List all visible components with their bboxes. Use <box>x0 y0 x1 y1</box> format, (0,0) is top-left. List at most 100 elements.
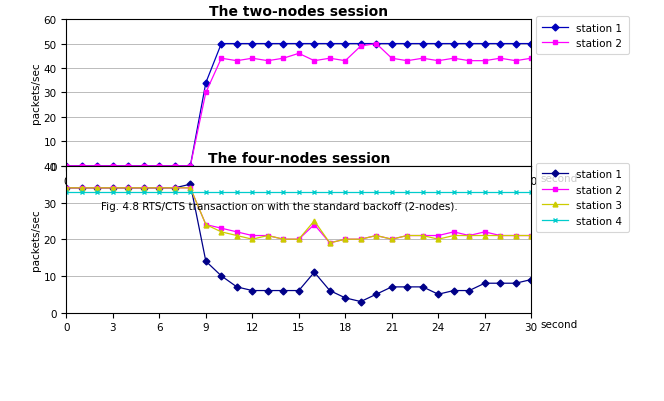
station 3 <box>264 233 272 238</box>
station 4 <box>341 190 349 194</box>
station 2 <box>124 186 132 191</box>
station 1 <box>512 281 520 286</box>
station 2 <box>341 59 349 64</box>
station 4 <box>434 190 442 194</box>
station 2 <box>465 59 473 64</box>
station 1 <box>527 277 535 282</box>
station 3 <box>62 186 70 191</box>
station 3 <box>450 233 457 238</box>
station 1 <box>217 274 225 279</box>
station 2 <box>481 59 489 64</box>
station 1 <box>403 42 411 47</box>
station 1 <box>187 164 195 169</box>
station 1 <box>78 164 86 169</box>
station 2 <box>496 57 504 61</box>
station 1 <box>187 182 195 187</box>
station 4 <box>264 190 272 194</box>
station 2 <box>140 186 148 191</box>
station 2 <box>295 52 303 57</box>
station 3 <box>341 237 349 242</box>
station 2 <box>140 164 148 169</box>
station 1 <box>94 164 102 169</box>
station 3 <box>202 223 210 227</box>
Text: second: second <box>540 320 578 330</box>
station 2 <box>280 57 288 61</box>
station 2 <box>62 164 70 169</box>
station 2 <box>326 57 334 61</box>
station 1 <box>233 285 241 290</box>
station 4 <box>373 190 380 194</box>
station 1 <box>326 288 334 293</box>
station 1 <box>140 164 148 169</box>
Line: station 4: station 4 <box>64 190 534 194</box>
station 4 <box>357 190 365 194</box>
station 1 <box>94 186 102 191</box>
station 3 <box>295 237 303 242</box>
station 4 <box>388 190 396 194</box>
station 1 <box>124 186 132 191</box>
station 4 <box>187 190 195 194</box>
station 2 <box>326 241 334 246</box>
station 1 <box>264 288 272 293</box>
station 1 <box>295 288 303 293</box>
station 3 <box>310 219 318 224</box>
station 1 <box>450 288 457 293</box>
station 3 <box>326 241 334 246</box>
station 3 <box>496 233 504 238</box>
station 2 <box>280 237 288 242</box>
Y-axis label: packets/sec: packets/sec <box>31 209 41 270</box>
station 4 <box>465 190 473 194</box>
station 1 <box>217 42 225 47</box>
station 1 <box>373 42 380 47</box>
station 1 <box>155 186 163 191</box>
station 3 <box>78 186 86 191</box>
Text: Fig. 4.8 RTS/CTS transaction on with the standard backoff (2-nodes).: Fig. 4.8 RTS/CTS transaction on with the… <box>100 202 457 211</box>
station 1 <box>62 164 70 169</box>
station 1 <box>434 292 442 297</box>
station 3 <box>280 237 288 242</box>
station 2 <box>264 59 272 64</box>
station 1 <box>124 164 132 169</box>
Line: station 3: station 3 <box>64 186 534 246</box>
station 1 <box>280 288 288 293</box>
station 3 <box>248 237 256 242</box>
station 2 <box>357 45 365 49</box>
station 2 <box>403 59 411 64</box>
station 1 <box>295 42 303 47</box>
station 2 <box>155 186 163 191</box>
station 2 <box>341 237 349 242</box>
station 2 <box>450 230 457 235</box>
station 2 <box>310 59 318 64</box>
station 2 <box>295 237 303 242</box>
station 1 <box>388 42 396 47</box>
station 2 <box>450 57 457 61</box>
Y-axis label: packets/sec: packets/sec <box>31 63 41 124</box>
station 3 <box>124 186 132 191</box>
station 1 <box>310 42 318 47</box>
station 2 <box>124 164 132 169</box>
station 1 <box>434 42 442 47</box>
station 2 <box>465 233 473 238</box>
station 1 <box>155 164 163 169</box>
station 3 <box>140 186 148 191</box>
station 3 <box>187 186 195 191</box>
station 2 <box>434 59 442 64</box>
station 2 <box>171 186 179 191</box>
station 2 <box>187 186 195 191</box>
station 2 <box>310 223 318 227</box>
station 2 <box>527 233 535 238</box>
station 3 <box>217 230 225 235</box>
station 1 <box>326 42 334 47</box>
station 1 <box>233 42 241 47</box>
station 1 <box>496 281 504 286</box>
station 3 <box>171 186 179 191</box>
Text: second: second <box>540 173 578 183</box>
station 1 <box>465 288 473 293</box>
station 3 <box>373 233 380 238</box>
station 4 <box>140 190 148 194</box>
station 2 <box>419 57 427 61</box>
station 1 <box>62 186 70 191</box>
station 2 <box>109 186 117 191</box>
Legend: station 1, station 2, station 3, station 4: station 1, station 2, station 3, station… <box>536 164 629 232</box>
station 2 <box>248 57 256 61</box>
